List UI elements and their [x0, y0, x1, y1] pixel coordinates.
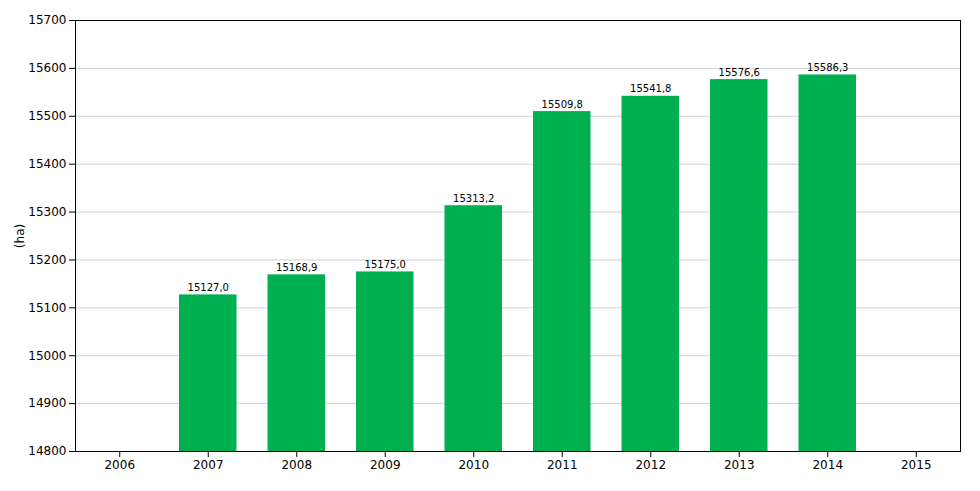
svg-text:(ha): (ha) [13, 224, 27, 248]
svg-text:15200: 15200 [28, 253, 66, 267]
svg-text:2009: 2009 [370, 458, 401, 472]
svg-text:15586,3: 15586,3 [807, 62, 848, 73]
svg-text:15500: 15500 [28, 109, 66, 123]
svg-text:2006: 2006 [104, 458, 135, 472]
svg-text:2015: 2015 [901, 458, 932, 472]
svg-text:2008: 2008 [281, 458, 312, 472]
svg-text:2007: 2007 [193, 458, 224, 472]
svg-text:2013: 2013 [724, 458, 755, 472]
svg-text:15300: 15300 [28, 205, 66, 219]
svg-text:14900: 14900 [28, 396, 66, 410]
svg-text:15541,8: 15541,8 [630, 83, 671, 94]
svg-text:2014: 2014 [812, 458, 843, 472]
svg-text:15127,0: 15127,0 [188, 282, 229, 293]
svg-text:15576,6: 15576,6 [719, 67, 760, 78]
svg-text:14800: 14800 [28, 444, 66, 458]
svg-text:2011: 2011 [547, 458, 578, 472]
svg-text:2012: 2012 [635, 458, 666, 472]
svg-text:15700: 15700 [28, 13, 66, 27]
svg-text:15313,2: 15313,2 [453, 193, 494, 204]
svg-text:15100: 15100 [28, 301, 66, 315]
svg-text:15168,9: 15168,9 [276, 262, 317, 273]
svg-text:15600: 15600 [28, 61, 66, 75]
svg-text:15000: 15000 [28, 349, 66, 363]
svg-text:15175,0: 15175,0 [365, 259, 406, 270]
svg-text:2010: 2010 [458, 458, 489, 472]
svg-text:15400: 15400 [28, 157, 66, 171]
svg-text:15509,8: 15509,8 [542, 99, 583, 110]
